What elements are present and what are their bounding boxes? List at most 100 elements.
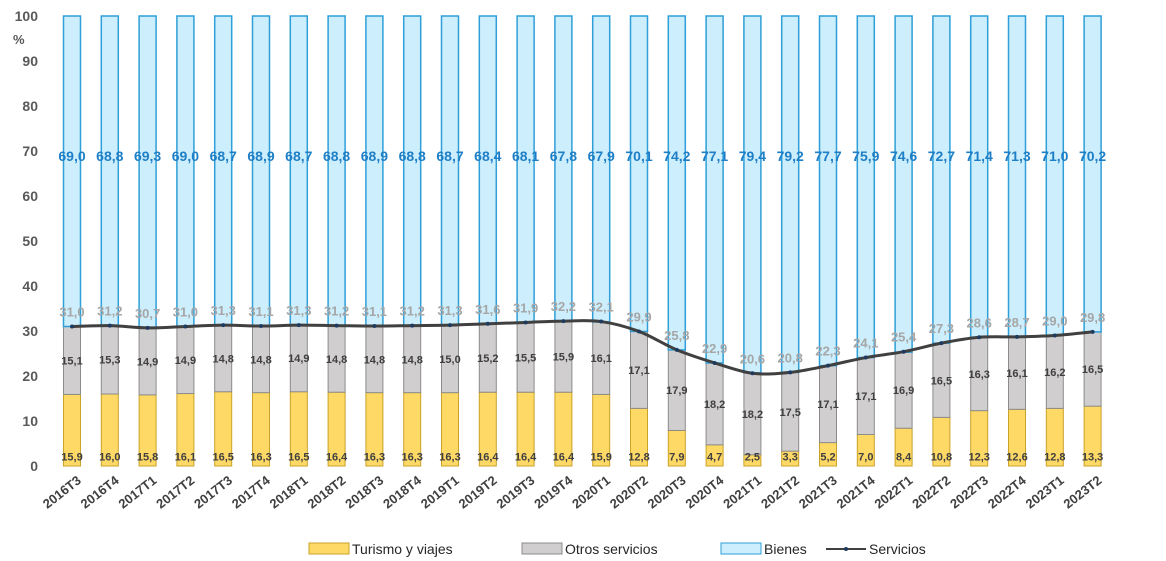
label-bienes: 69,0 <box>58 148 85 164</box>
label-servicios: 31,0 <box>173 305 198 320</box>
legend-label-otros: Otros servicios <box>565 541 658 557</box>
servicios-point <box>221 323 226 328</box>
bar-bienes <box>554 15 573 322</box>
bar-bienes <box>1045 15 1065 337</box>
legend-swatch-turismo <box>308 542 350 555</box>
label-servicios: 32,2 <box>551 299 576 314</box>
x-tick-label: 2017T2 <box>153 473 197 512</box>
servicios-point <box>296 323 301 328</box>
label-otros-servicios: 15,9 <box>553 351 574 363</box>
label-turismo: 12,6 <box>1006 452 1027 464</box>
servicios-point <box>107 323 112 328</box>
servicios-point <box>1052 333 1057 338</box>
legend-swatch-bienes <box>720 542 762 555</box>
x-tick-label: 2022T3 <box>947 473 991 512</box>
bar-bienes <box>402 15 422 327</box>
x-tick-label: 2020T4 <box>682 472 727 511</box>
label-otros-servicios: 18,2 <box>704 399 725 411</box>
label-otros-servicios: 14,8 <box>364 354 385 366</box>
label-otros-servicios: 16,1 <box>1006 368 1027 380</box>
data-labels: 69,0 31,0 15,1 15,9 68,8 31,2 15,3 16,0 69,3 30,7… <box>58 148 1106 464</box>
label-servicios: 31,9 <box>513 300 538 315</box>
label-turismo: 16,4 <box>515 452 537 464</box>
label-bienes: 68,7 <box>210 148 237 164</box>
servicios-line-path <box>71 319 1093 376</box>
label-otros-servicios: 17,1 <box>628 365 649 377</box>
label-turismo: 12,8 <box>1044 452 1065 464</box>
label-turismo: 8,4 <box>896 452 912 464</box>
servicios-point <box>334 323 339 328</box>
label-servicios: 25,4 <box>891 330 917 345</box>
label-turismo: 16,3 <box>439 452 460 464</box>
bar-bienes <box>327 15 346 327</box>
label-otros-servicios: 16,5 <box>1082 364 1103 376</box>
label-bienes: 68,9 <box>247 148 274 164</box>
label-otros-servicios: 18,2 <box>742 409 763 421</box>
x-tick-label: 2019T3 <box>493 473 537 512</box>
label-turismo: 4,7 <box>707 452 722 464</box>
servicios-point <box>712 360 717 365</box>
label-otros-servicios: 17,1 <box>817 399 838 411</box>
x-tick-label: 2018T2 <box>304 473 348 512</box>
label-otros-servicios: 17,5 <box>779 407 800 419</box>
label-bienes: 71,0 <box>1041 148 1068 164</box>
label-bienes: 74,6 <box>890 148 917 164</box>
bar-bienes <box>780 15 800 374</box>
x-tick-label: 2018T3 <box>342 473 386 512</box>
label-bienes: 71,4 <box>966 148 993 164</box>
servicios-point <box>523 320 528 325</box>
servicios-point <box>183 324 188 329</box>
x-tick-label: 2021T1 <box>720 473 764 512</box>
x-tick-label: 2020T1 <box>569 473 613 512</box>
y-tick-label: 20 <box>22 368 38 384</box>
x-tick-label: 2018T4 <box>380 472 425 511</box>
label-servicios: 31,6 <box>475 302 500 317</box>
label-otros-servicios: 15,2 <box>477 353 498 365</box>
servicios-point <box>485 321 490 326</box>
bar-bienes <box>1007 15 1027 338</box>
y-tick-label: 40 <box>22 278 38 294</box>
servicios-point <box>637 329 641 334</box>
bar-bienes <box>1083 15 1102 333</box>
bar-bienes <box>251 15 271 327</box>
label-turismo: 10,8 <box>931 452 952 464</box>
label-servicios: 30,7 <box>135 306 160 321</box>
label-turismo: 12,8 <box>628 452 649 464</box>
label-turismo: 16,0 <box>99 452 120 464</box>
x-tick-label: 2022T2 <box>909 473 953 512</box>
legend-label-bienes: Bienes <box>764 541 807 557</box>
bar-bienes <box>213 15 233 326</box>
x-tick-label: 2021T2 <box>758 473 802 512</box>
x-tick-label: 2021T3 <box>796 473 840 512</box>
bar-bienes <box>667 15 687 351</box>
label-turismo: 12,3 <box>968 452 989 464</box>
y-tick-label: 80 <box>22 98 38 114</box>
x-tick-label: 2019T4 <box>531 472 576 511</box>
bar-bienes <box>516 15 535 324</box>
servicios-point <box>826 363 830 368</box>
label-turismo: 15,9 <box>61 452 82 464</box>
label-bienes: 72,7 <box>928 148 955 164</box>
y-tick-label: 90 <box>22 53 38 69</box>
label-bienes: 71,3 <box>1003 148 1030 164</box>
label-otros-servicios: 16,2 <box>1044 367 1065 379</box>
label-servicios: 32,1 <box>589 300 614 315</box>
label-turismo: 15,9 <box>590 452 611 464</box>
bar-bienes <box>440 15 460 326</box>
x-tick-label: 2019T2 <box>456 473 500 512</box>
servicios-point <box>561 319 566 324</box>
servicios-point <box>939 341 944 346</box>
label-otros-servicios: 14,9 <box>137 356 158 368</box>
x-tick-label: 2017T4 <box>229 472 274 511</box>
label-otros-servicios: 14,8 <box>212 353 233 365</box>
x-axis: 2016T32016T42017T12017T22017T32017T42018… <box>40 472 1105 511</box>
legend-label-servicios: Servicios <box>869 541 926 557</box>
legend-swatch-otros <box>521 542 563 555</box>
bar-bienes <box>932 15 951 344</box>
bar-bienes <box>969 15 989 339</box>
label-bienes: 70,1 <box>625 148 652 164</box>
x-tick-label: 2020T3 <box>645 473 689 512</box>
y-tick-label: 10 <box>22 413 38 429</box>
label-otros-servicios: 14,8 <box>250 354 271 366</box>
label-otros-servicios: 16,1 <box>590 353 611 365</box>
